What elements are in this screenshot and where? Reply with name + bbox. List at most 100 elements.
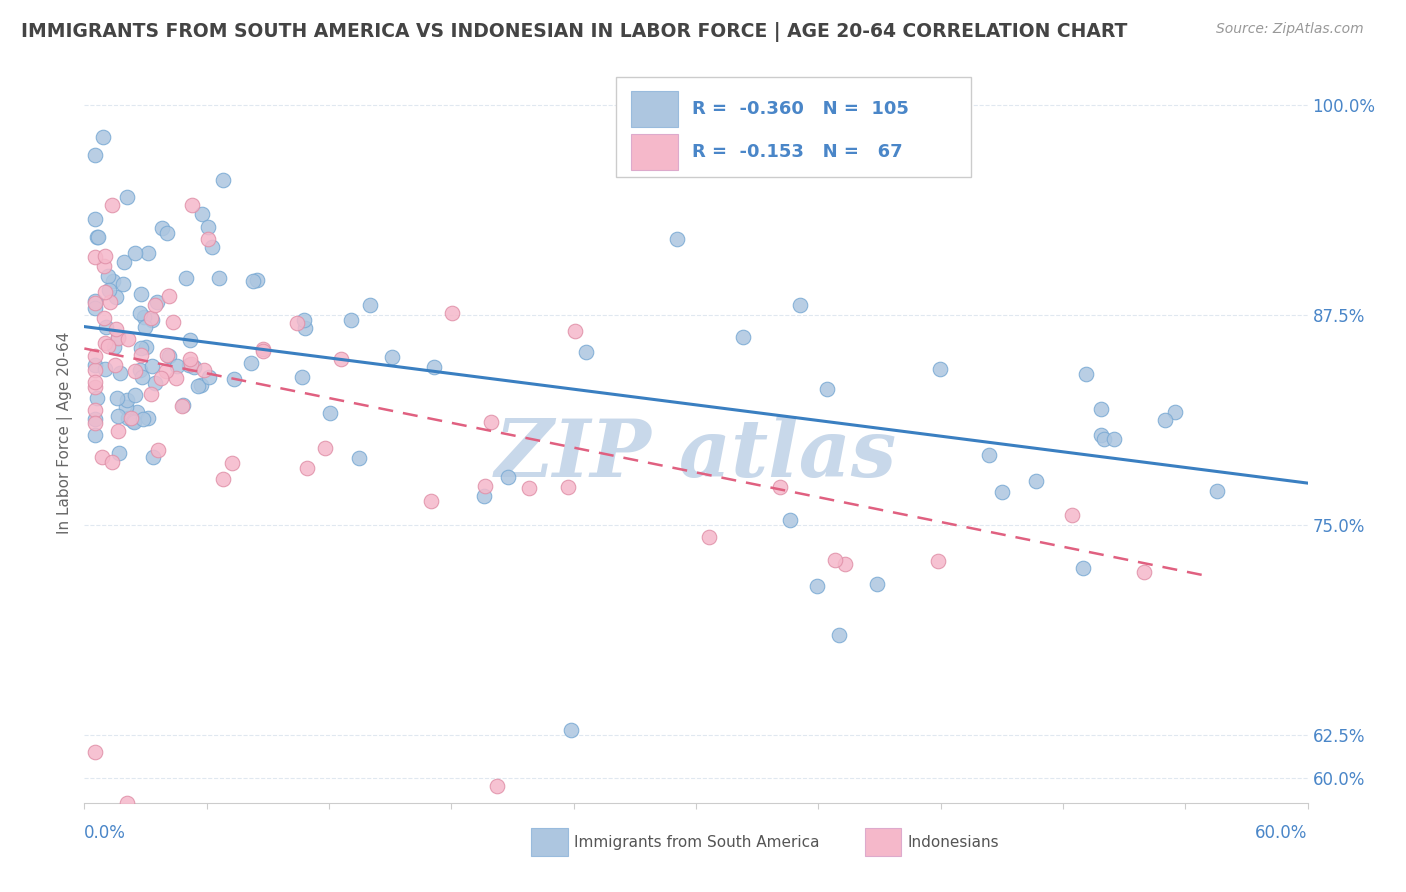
Point <box>779 513 801 527</box>
Point <box>124 364 146 378</box>
Point <box>83 745 105 759</box>
Point <box>697 531 720 545</box>
Point <box>83 301 105 316</box>
Point <box>1092 432 1115 446</box>
Point <box>124 246 146 260</box>
Point <box>1074 368 1097 382</box>
Point <box>115 392 138 407</box>
Point <box>122 414 145 428</box>
Point <box>136 411 159 425</box>
Point <box>179 333 201 347</box>
Text: ZIP atlas: ZIP atlas <box>495 416 897 493</box>
Point <box>141 450 163 465</box>
Point <box>191 207 214 221</box>
Point <box>129 348 152 362</box>
Point <box>91 130 114 145</box>
Point <box>132 310 155 325</box>
Point <box>291 370 314 384</box>
Point <box>769 480 792 494</box>
Point <box>129 341 152 355</box>
Point <box>111 277 134 291</box>
Point <box>104 289 127 303</box>
Point <box>87 230 110 244</box>
Point <box>83 359 105 373</box>
Point <box>190 377 212 392</box>
Point <box>105 391 128 405</box>
Point <box>132 412 155 426</box>
Text: R =  -0.360   N =  105: R = -0.360 N = 105 <box>692 100 910 118</box>
Point <box>519 481 541 495</box>
Point <box>117 332 139 346</box>
Point <box>156 227 179 241</box>
Point <box>197 232 219 246</box>
Point <box>172 398 194 412</box>
Point <box>134 320 156 334</box>
Point <box>1060 508 1083 522</box>
Point <box>83 380 105 394</box>
Point <box>977 449 1000 463</box>
Point <box>115 190 138 204</box>
Point <box>131 287 153 301</box>
Point <box>1164 405 1187 419</box>
Point <box>107 409 129 424</box>
Point <box>165 371 187 385</box>
Point <box>294 321 316 335</box>
Point <box>240 356 263 370</box>
Point <box>94 249 117 263</box>
Point <box>1025 475 1047 489</box>
Point <box>834 557 856 571</box>
Point <box>193 362 215 376</box>
Point <box>141 359 163 374</box>
Point <box>789 298 811 312</box>
Point <box>575 344 598 359</box>
Point <box>990 485 1012 500</box>
Point <box>815 382 838 396</box>
Point <box>124 388 146 402</box>
Point <box>157 289 180 303</box>
Point <box>180 198 202 212</box>
Point <box>295 461 318 475</box>
Point <box>101 455 124 469</box>
FancyBboxPatch shape <box>865 828 901 856</box>
Point <box>866 577 889 591</box>
Point <box>86 391 108 405</box>
Point <box>1090 402 1112 417</box>
Point <box>107 330 129 344</box>
Point <box>564 324 586 338</box>
Point <box>141 313 163 327</box>
Point <box>1154 413 1177 427</box>
Point <box>83 349 105 363</box>
Point <box>98 295 121 310</box>
Point <box>83 376 105 390</box>
Point <box>128 363 150 377</box>
Point <box>117 411 139 425</box>
Text: 0.0%: 0.0% <box>84 823 127 841</box>
FancyBboxPatch shape <box>616 78 972 178</box>
Point <box>94 362 117 376</box>
Point <box>136 246 159 260</box>
Point <box>115 400 138 414</box>
FancyBboxPatch shape <box>531 828 568 856</box>
Point <box>112 254 135 268</box>
Point <box>141 310 163 325</box>
Point <box>97 269 120 284</box>
Point <box>101 274 124 288</box>
Point <box>146 442 169 457</box>
Point <box>208 271 231 285</box>
Point <box>101 197 124 211</box>
Point <box>201 240 224 254</box>
Point <box>560 723 582 738</box>
Point <box>83 148 105 162</box>
Point <box>179 351 201 366</box>
Point <box>212 472 235 486</box>
Point <box>128 306 150 320</box>
Point <box>110 366 132 380</box>
Point <box>474 479 496 493</box>
Point <box>107 331 129 345</box>
Point <box>246 272 269 286</box>
Point <box>83 403 105 417</box>
Point <box>479 415 502 429</box>
Point <box>143 298 166 312</box>
Point <box>90 450 112 464</box>
Text: Immigrants from South America: Immigrants from South America <box>574 835 820 849</box>
